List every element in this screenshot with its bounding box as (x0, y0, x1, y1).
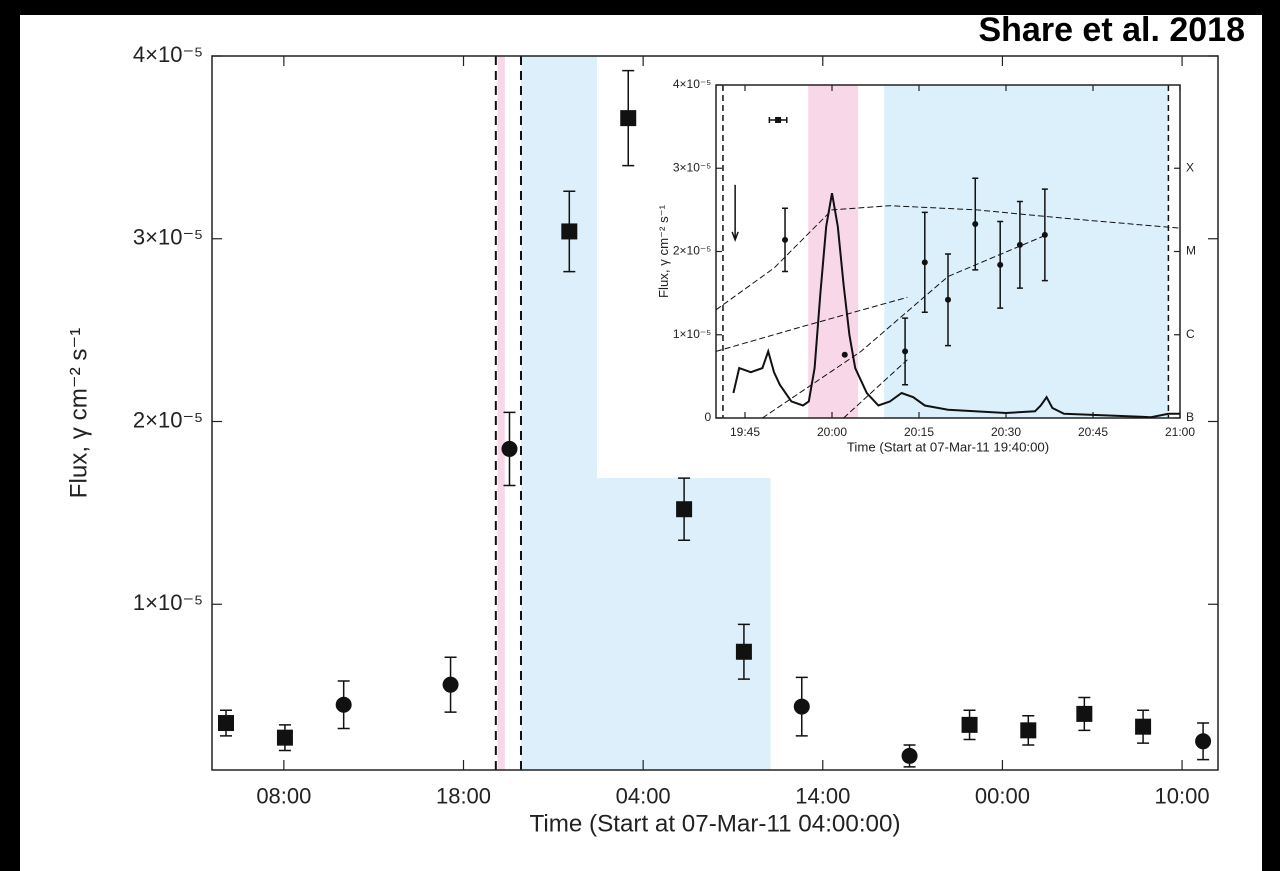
y2-tick-label: X (1186, 160, 1194, 174)
fit-curve (843, 359, 908, 419)
data-point (997, 261, 1004, 268)
x-tick-label: 19:45 (730, 425, 760, 439)
y-tick-label: 4×10⁻⁵ (673, 77, 711, 91)
shaded-region (808, 85, 859, 418)
data-point (921, 259, 928, 266)
x-axis-label: Time (Start at 07-Mar-11 04:00:00) (529, 810, 900, 837)
x-tick-label: 20:00 (817, 425, 847, 439)
x-axis-label: Time (Start at 07-Mar-11 19:40:00) (847, 439, 1049, 454)
data-point (793, 698, 810, 715)
data-point (902, 348, 909, 355)
fit-curve (762, 234, 1047, 419)
data-point (901, 747, 918, 764)
data-point (841, 351, 848, 358)
data-point (735, 643, 752, 660)
data-point (1041, 231, 1048, 238)
data-point (561, 223, 578, 240)
y2-tick-label: B (1186, 410, 1194, 424)
y-tick-label: 2×10⁻⁵ (133, 407, 203, 432)
data-point (218, 715, 235, 732)
y-axis-label: Flux, γ cm⁻² s⁻¹ (65, 328, 92, 499)
x-tick-label: 04:00 (616, 783, 671, 808)
y2-tick-label: M (1186, 244, 1196, 258)
x-tick-label: 20:45 (1078, 425, 1108, 439)
data-point (276, 729, 293, 746)
data-point (945, 296, 951, 303)
data-point (442, 676, 459, 693)
data-point (1195, 733, 1212, 750)
x-tick-label: 08:00 (256, 783, 311, 808)
data-point (1076, 705, 1093, 722)
x-tick-label: 21:00 (1165, 425, 1195, 439)
y2-tick-label: C (1186, 327, 1195, 341)
y-tick-label: 1×10⁻⁵ (133, 590, 203, 615)
data-point (972, 221, 979, 228)
axes-frame (211, 55, 1219, 771)
data-point (501, 440, 518, 457)
y-tick-label: 1×10⁻⁵ (673, 327, 711, 341)
y-tick-label: 2×10⁻⁵ (673, 244, 711, 258)
shaded-region (884, 85, 1169, 418)
data-point (1020, 722, 1037, 739)
data-point (620, 110, 637, 127)
fit-curve (715, 205, 1181, 311)
data-point (1016, 241, 1023, 248)
upper-limit (731, 184, 739, 243)
x-tick-label: 00:00 (975, 783, 1030, 808)
data-point (775, 116, 782, 123)
x-tick-label: 20:15 (904, 425, 934, 439)
data-point (335, 696, 352, 713)
light-curve (732, 193, 1180, 419)
x-tick-label: 10:00 (1155, 783, 1210, 808)
y-axis-label: Flux, γ cm⁻² s⁻¹ (656, 204, 671, 298)
y-tick-label: 3×10⁻⁵ (673, 160, 711, 174)
y-tick-label: 4×10⁻⁵ (133, 42, 203, 67)
y-tick-label: 3×10⁻⁵ (133, 225, 203, 250)
fit-curve (715, 296, 908, 352)
x-tick-label: 20:30 (991, 425, 1021, 439)
x-tick-label: 18:00 (436, 783, 491, 808)
shaded-region (497, 56, 505, 770)
data-point (676, 501, 693, 518)
x-tick-label: 14:00 (795, 783, 850, 808)
credit: Share et al. 2018 (978, 11, 1245, 49)
data-point (782, 236, 789, 243)
data-point (961, 716, 978, 733)
y-tick-label: 0 (705, 410, 712, 424)
data-point (1135, 718, 1152, 735)
